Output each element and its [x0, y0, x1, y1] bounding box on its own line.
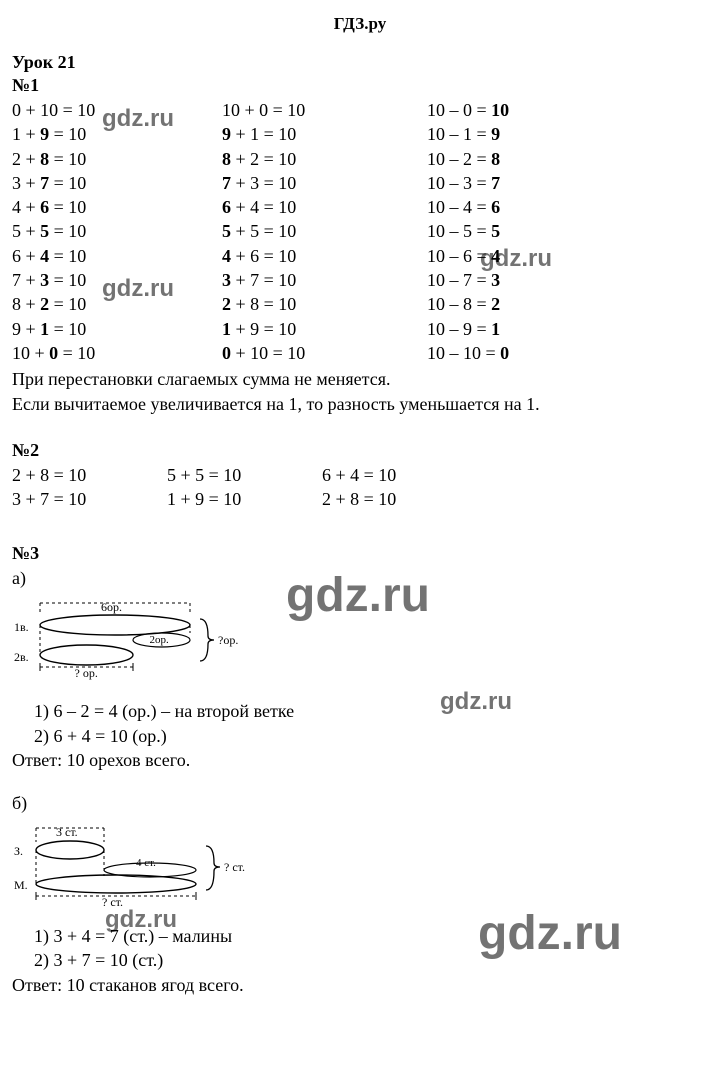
- task3a-label: а): [12, 568, 708, 589]
- svg-text:2ор.: 2ор.: [150, 634, 170, 646]
- equation-row: 5 + 5 = 10: [167, 463, 322, 487]
- equation-row: 1 + 9 = 10: [222, 317, 427, 341]
- svg-text:2в.: 2в.: [14, 650, 29, 664]
- equation-row: 10 – 5 = 5: [427, 219, 627, 243]
- step-line: 1) 3 + 4 = 7 (ст.) – малины: [34, 924, 708, 948]
- page: ГДЗ.ру Урок 21 №1 0 + 10 = 101 + 9 = 102…: [0, 0, 720, 1091]
- spacer: [12, 771, 708, 789]
- equation-row: 6 + 4 = 10: [222, 195, 427, 219]
- equation-row: 10 – 2 = 8: [427, 147, 627, 171]
- equation-row: 10 – 10 = 0: [427, 341, 627, 365]
- svg-text:З.: З.: [14, 844, 23, 858]
- svg-text:4 ст.: 4 ст.: [136, 857, 156, 869]
- task2-col-c: 6 + 4 = 102 + 8 = 10: [322, 463, 477, 512]
- note-line: При перестановки слагаемых сумма не меня…: [12, 367, 708, 391]
- site-header: ГДЗ.ру: [12, 14, 708, 34]
- task3-number: №3: [12, 543, 708, 564]
- equation-row: 10 – 1 = 9: [427, 122, 627, 146]
- equation-row: 9 + 1 = 10: [222, 122, 427, 146]
- step-line: 2) 3 + 7 = 10 (ст.): [34, 948, 708, 972]
- equation-row: 2 + 8 = 10: [12, 147, 222, 171]
- note-line: Если вычитаемое увеличивается на 1, то р…: [12, 392, 708, 416]
- svg-text:? ор.: ? ор.: [75, 666, 98, 680]
- diagram-b-svg: З. М. 3 ст. 4 ст. ? ст. ? ст.: [12, 818, 257, 918]
- equation-row: 3 + 7 = 10: [222, 268, 427, 292]
- task1-number: №1: [12, 75, 708, 96]
- equation-row: 10 – 8 = 2: [427, 292, 627, 316]
- task3b-steps: 1) 3 + 4 = 7 (ст.) – малины2) 3 + 7 = 10…: [34, 924, 708, 973]
- equation-row: 10 – 9 = 1: [427, 317, 627, 341]
- task1-col-b: 10 + 0 = 109 + 1 = 108 + 2 = 107 + 3 = 1…: [222, 98, 427, 365]
- svg-text:3 ст.: 3 ст.: [56, 825, 78, 839]
- step-line: 2) 6 + 4 = 10 (ор.): [34, 724, 708, 748]
- equation-row: 8 + 2 = 10: [222, 147, 427, 171]
- task3b-answer: Ответ: 10 стаканов ягод всего.: [12, 975, 708, 996]
- equation-row: 10 + 0 = 10: [12, 341, 222, 365]
- equation-row: 1 + 9 = 10: [167, 487, 322, 511]
- task1-col-c: 10 – 0 = 1010 – 1 = 910 – 2 = 810 – 3 = …: [427, 98, 627, 365]
- task1-notes: При перестановки слагаемых сумма не меня…: [12, 367, 708, 416]
- equation-row: 2 + 8 = 10: [12, 463, 167, 487]
- svg-text:? ст.: ? ст.: [224, 860, 245, 874]
- equation-row: 6 + 4 = 10: [322, 463, 477, 487]
- equation-row: 7 + 3 = 10: [222, 171, 427, 195]
- svg-text:?ор.: ?ор.: [218, 633, 238, 647]
- equation-row: 8 + 2 = 10: [12, 292, 222, 316]
- equation-row: 7 + 3 = 10: [12, 268, 222, 292]
- site-title: ГДЗ.ру: [334, 14, 386, 33]
- equation-row: 5 + 5 = 10: [222, 219, 427, 243]
- equation-row: 1 + 9 = 10: [12, 122, 222, 146]
- equation-row: 0 + 10 = 10: [12, 98, 222, 122]
- svg-text:1в.: 1в.: [14, 620, 29, 634]
- equation-row: 10 – 6 = 4: [427, 244, 627, 268]
- equation-row: 6 + 4 = 10: [12, 244, 222, 268]
- equation-row: 0 + 10 = 10: [222, 341, 427, 365]
- equation-row: 4 + 6 = 10: [12, 195, 222, 219]
- equation-row: 10 – 0 = 10: [427, 98, 627, 122]
- task2-col-a: 2 + 8 = 103 + 7 = 10: [12, 463, 167, 512]
- equation-row: 3 + 7 = 10: [12, 171, 222, 195]
- equation-row: 10 – 3 = 7: [427, 171, 627, 195]
- task2-grid: 2 + 8 = 103 + 7 = 10 5 + 5 = 101 + 9 = 1…: [12, 463, 708, 512]
- equation-row: 2 + 8 = 10: [222, 292, 427, 316]
- equation-row: 3 + 7 = 10: [12, 487, 167, 511]
- task1-col-a: 0 + 10 = 101 + 9 = 102 + 8 = 103 + 7 = 1…: [12, 98, 222, 365]
- task3a-diagram: 1в. 2в. 6ор. 2ор. ? ор. ?ор.: [12, 593, 708, 693]
- equation-row: 4 + 6 = 10: [222, 244, 427, 268]
- spacer: [12, 511, 708, 541]
- svg-text:М.: М.: [14, 878, 28, 892]
- task2-col-b: 5 + 5 = 101 + 9 = 10: [167, 463, 322, 512]
- equation-row: 5 + 5 = 10: [12, 219, 222, 243]
- spacer: [12, 416, 708, 438]
- task3b-diagram: З. М. 3 ст. 4 ст. ? ст. ? ст.: [12, 818, 708, 918]
- task3a-answer: Ответ: 10 орехов всего.: [12, 750, 708, 771]
- svg-text:6ор.: 6ор.: [101, 600, 122, 614]
- step-line: 1) 6 – 2 = 4 (ор.) – на второй ветке: [34, 699, 708, 723]
- task1-grid: 0 + 10 = 101 + 9 = 102 + 8 = 103 + 7 = 1…: [12, 98, 708, 365]
- task3b-label: б): [12, 793, 708, 814]
- lesson-title: Урок 21: [12, 52, 708, 73]
- equation-row: 10 – 4 = 6: [427, 195, 627, 219]
- equation-row: 9 + 1 = 10: [12, 317, 222, 341]
- task3a-steps: 1) 6 – 2 = 4 (ор.) – на второй ветке2) 6…: [34, 699, 708, 748]
- equation-row: 10 + 0 = 10: [222, 98, 427, 122]
- task2-number: №2: [12, 440, 708, 461]
- svg-text:? ст.: ? ст.: [102, 895, 123, 909]
- equation-row: 2 + 8 = 10: [322, 487, 477, 511]
- equation-row: 10 – 7 = 3: [427, 268, 627, 292]
- diagram-a-svg: 1в. 2в. 6ор. 2ор. ? ор. ?ор.: [12, 593, 257, 693]
